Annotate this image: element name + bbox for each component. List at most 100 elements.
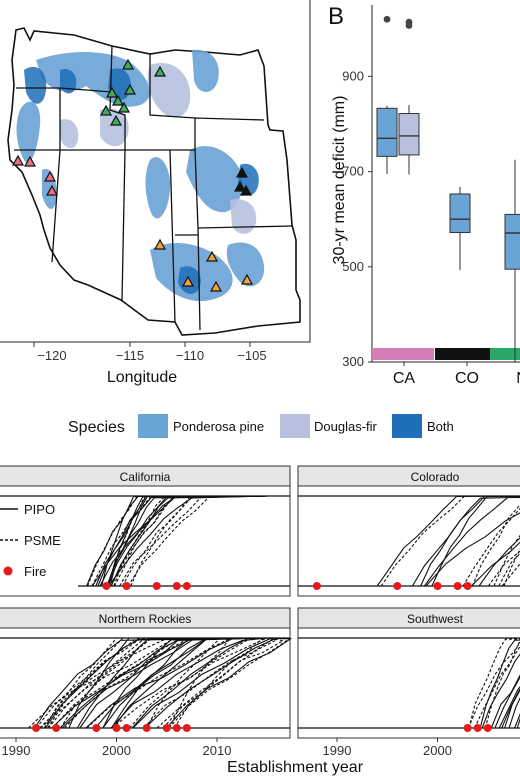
psme-curve <box>143 637 276 729</box>
pipo-curve <box>110 495 268 587</box>
facet-southwest: Southwest199020002010 <box>297 607 520 758</box>
boxplot-box <box>449 193 471 234</box>
site-triangle <box>181 275 195 287</box>
psme-curve <box>468 638 520 729</box>
facet-strip <box>0 607 291 629</box>
psme-curve <box>119 495 268 587</box>
facet-strip-label: Colorado <box>411 470 460 484</box>
psme-curve <box>162 637 279 729</box>
line-type-legend: PIPO PSME Fire <box>0 500 78 590</box>
fire-marker <box>172 724 181 732</box>
pipo-curve <box>165 637 293 729</box>
fire-marker <box>473 724 482 732</box>
fire-marker <box>453 582 462 590</box>
psme-curve <box>35 637 268 729</box>
site-triangle <box>121 58 135 70</box>
psme-curve <box>39 637 268 729</box>
site-triangle <box>233 180 247 192</box>
site-triangle <box>43 170 57 182</box>
facet-x-tick-label: 1990 <box>323 743 352 758</box>
facet-strip-label: California <box>120 470 171 484</box>
boxplot-y-tick-label: 500 <box>342 259 364 274</box>
boxplot-y-tick-label: 300 <box>342 354 364 369</box>
facet-x-tick-label: 1990 <box>2 743 31 758</box>
fire-marker <box>112 724 121 732</box>
psme-curve <box>130 495 268 587</box>
site-triangle <box>105 86 119 98</box>
boxplot-color-bar <box>372 348 520 360</box>
map-panel: −120 −115 −110 −105 Longitude <box>0 0 311 386</box>
fire-marker <box>52 724 61 732</box>
psme-curve <box>168 637 292 729</box>
psme-curve <box>127 495 268 587</box>
psme-curve <box>471 504 520 587</box>
boxplot-panel: B 300 500 700 900 CA CO N 30-yr mean deficit … <box>328 3 520 387</box>
species-legend-title: Species <box>68 419 125 436</box>
facet-northern-rockies: Northern Rockies 1990 2000 2010 <box>0 607 293 758</box>
site-triangle <box>235 166 249 178</box>
pipo-curve <box>85 637 268 729</box>
pipo-curve <box>110 637 268 729</box>
fire-key-dot <box>3 566 13 576</box>
psme-curve <box>156 637 285 729</box>
pipo-curve <box>79 637 268 729</box>
psme-curve <box>91 495 268 587</box>
psme-curve <box>173 637 268 729</box>
boxplot-y-ticks: 300 500 700 900 <box>342 68 372 369</box>
fire-marker <box>102 582 111 590</box>
pipo-curve <box>110 637 268 729</box>
boxplot-region-bar <box>372 348 434 360</box>
site-triangle <box>117 101 131 113</box>
psme-curve <box>474 646 520 729</box>
pipo-curve <box>471 541 520 587</box>
psme-curve <box>52 637 268 729</box>
site-triangle <box>240 273 254 285</box>
boxplot-outlier <box>405 22 413 29</box>
pipo-curve <box>504 689 520 729</box>
pipo-curve <box>376 495 520 587</box>
fire-marker <box>142 724 151 732</box>
boxplot-box <box>376 107 398 157</box>
site-triangle <box>205 250 219 262</box>
pipo-curve <box>132 637 273 729</box>
fire-marker <box>122 582 131 590</box>
site-triangle <box>209 280 223 292</box>
psme-curve <box>462 507 520 587</box>
pipo-curve <box>108 495 268 587</box>
state-boundaries <box>14 45 293 331</box>
pipo-curve <box>45 637 268 729</box>
legend-label-ponderosa: Ponderosa pine <box>173 419 264 434</box>
fire-marker <box>312 582 321 590</box>
pipo-curve <box>481 653 520 729</box>
psme-curve <box>380 495 520 587</box>
psme-curve <box>484 639 520 729</box>
site-triangle <box>109 114 123 126</box>
panel-b-label: B <box>328 3 344 30</box>
species-legend: Species Ponderosa pine Douglas-fir Both <box>68 414 454 438</box>
pipo-curve <box>144 637 278 729</box>
pipo-curve <box>508 696 520 729</box>
map-xtick-label: −110 <box>176 348 204 363</box>
pipo-curve <box>425 512 520 587</box>
fire-marker <box>393 582 402 590</box>
boxplot-y-tick-label: 900 <box>342 68 364 83</box>
pipo-curve <box>102 637 268 729</box>
legend-label-both: Both <box>427 419 454 434</box>
pipo-curve <box>86 495 268 587</box>
fire-marker <box>122 724 131 732</box>
fire-marker <box>162 724 171 732</box>
fire-marker <box>433 582 442 590</box>
psme-curve <box>48 637 268 729</box>
psme-curve <box>43 637 268 729</box>
boxplot-outlier <box>383 15 391 23</box>
site-triangle <box>239 184 253 196</box>
fire-marker <box>463 724 472 732</box>
psme-curve <box>44 637 268 729</box>
boxplot-box <box>504 213 520 270</box>
boxplot-x-tick-label: CO <box>455 370 479 387</box>
map-xtick-label: −105 <box>237 348 266 363</box>
fire-marker <box>92 724 101 732</box>
boxplot-region-bar <box>435 348 497 360</box>
site-triangle <box>111 94 125 106</box>
